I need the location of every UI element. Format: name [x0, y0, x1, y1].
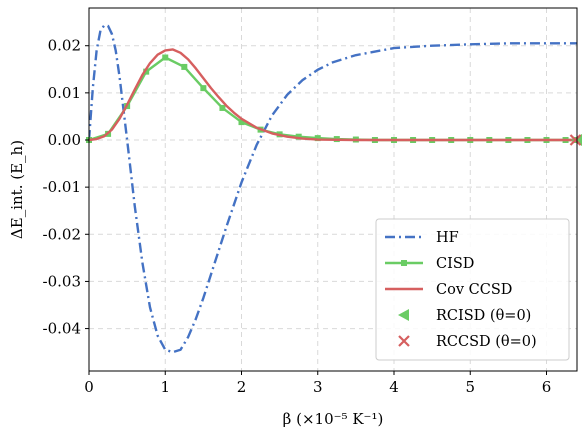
- legend: HF CISD Cov CCSD RCISD (θ=0) RCCSD (θ=0): [375, 218, 570, 361]
- y-tick-label: -0.01: [43, 178, 81, 196]
- legend-label: Cov CCSD: [436, 282, 512, 298]
- x-tick-label: 2: [237, 378, 247, 396]
- y-axis-label: ΔE_int. (E_h): [8, 140, 26, 239]
- data-point: [295, 133, 302, 140]
- x-tick-label: 1: [160, 378, 170, 396]
- legend-label: RCCSD (θ=0): [436, 334, 537, 350]
- data-point: [238, 119, 245, 126]
- legend-label: RCISD (θ=0): [436, 308, 531, 324]
- data-point: [569, 134, 582, 146]
- legend-marker: [398, 309, 409, 321]
- series-line: [89, 56, 577, 142]
- data-point: [162, 54, 169, 61]
- x-tick-label: 3: [313, 378, 323, 396]
- legend-marker: [401, 260, 407, 266]
- y-tick-label: -0.02: [43, 225, 81, 243]
- ticks: 0 1 2 3 4 5 6 0.02 0.01 0.00 -0.01 -0.02 -0.03 -0.04: [43, 37, 552, 396]
- y-tick-label: -0.03: [43, 272, 81, 290]
- data-point: [143, 68, 150, 75]
- y-tick-label: 0.01: [48, 84, 81, 102]
- x-axis-label: β (×10⁻⁵ K⁻¹): [283, 410, 384, 428]
- legend-label: HF: [436, 230, 459, 246]
- axes-frame: [88, 7, 578, 372]
- series-line: [89, 48, 577, 142]
- data-point: [314, 135, 321, 142]
- y-tick-label: 0.00: [48, 131, 81, 149]
- x-tick-label: 5: [465, 378, 475, 396]
- data-point: [181, 63, 188, 70]
- legend-box: [375, 218, 570, 361]
- y-tick-label: 0.02: [48, 37, 81, 55]
- x-tick-label: 0: [84, 378, 94, 396]
- series-line: [89, 24, 577, 354]
- legend-marker: [398, 335, 410, 347]
- legend-label: CISD: [436, 256, 474, 272]
- x-tick-label: 4: [389, 378, 399, 396]
- data-point: [219, 104, 226, 111]
- y-tick-label: -0.04: [43, 320, 81, 338]
- series-layer: [86, 24, 582, 354]
- data-point: [200, 85, 207, 92]
- x-tick-label: 6: [542, 378, 552, 396]
